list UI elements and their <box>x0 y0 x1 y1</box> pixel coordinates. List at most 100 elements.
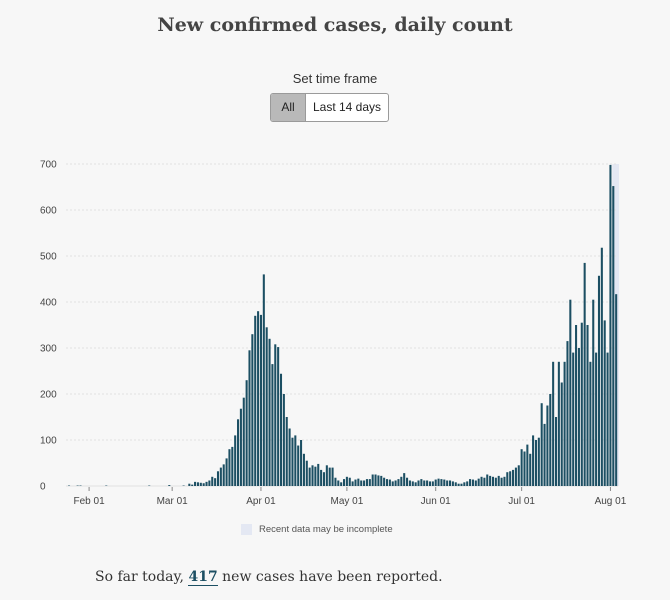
data-bar <box>208 480 211 486</box>
x-tick-label: May 01 <box>330 496 363 507</box>
data-bar <box>374 474 377 486</box>
data-bar <box>242 397 245 486</box>
data-bar <box>237 419 240 486</box>
data-bar <box>168 485 171 486</box>
y-tick-label: 100 <box>40 436 57 447</box>
data-bar <box>245 380 248 486</box>
data-bar <box>546 405 549 486</box>
data-bar <box>403 473 406 486</box>
chart-title: New confirmed cases, daily count <box>157 14 513 36</box>
data-bar <box>205 481 208 486</box>
data-bar <box>194 481 197 486</box>
data-bar <box>560 382 563 486</box>
x-tick-label: Jul 01 <box>508 496 535 507</box>
data-bar <box>400 476 403 486</box>
data-bar <box>595 352 598 486</box>
data-bar <box>597 275 601 486</box>
legend-incomplete-label: Recent data may be incomplete <box>259 524 393 535</box>
data-bar <box>471 479 474 486</box>
data-bar <box>483 477 486 486</box>
today-cases-value[interactable]: 417 <box>188 569 218 586</box>
data-bar <box>423 480 426 486</box>
data-bar <box>554 417 558 486</box>
data-bar <box>325 465 328 486</box>
data-bar <box>259 314 262 486</box>
data-bar <box>506 472 509 486</box>
data-bar <box>265 327 268 486</box>
data-bar <box>517 465 520 486</box>
data-bar <box>520 449 523 486</box>
data-bar <box>580 322 583 486</box>
time-frame-toggle: All Last 14 days <box>270 93 389 122</box>
data-bar <box>612 186 615 486</box>
data-bar <box>328 467 331 486</box>
data-bar <box>188 483 191 486</box>
time-frame-all-button[interactable]: All <box>271 94 306 121</box>
data-bar <box>460 483 463 486</box>
data-bar <box>308 467 311 486</box>
data-bar <box>345 476 348 486</box>
data-bar <box>254 315 257 486</box>
data-bar <box>512 469 515 486</box>
data-bar <box>365 479 368 486</box>
data-bar <box>231 446 234 486</box>
time-frame-last-14-days-button[interactable]: Last 14 days <box>312 100 382 114</box>
data-bar <box>514 467 517 486</box>
data-bar <box>609 164 612 487</box>
data-bar <box>437 478 440 486</box>
data-bar <box>534 440 537 486</box>
data-bar <box>225 458 228 486</box>
data-bar <box>428 481 431 486</box>
data-bar <box>314 466 317 486</box>
daily-cases-bar-chart: 0 100 200 300 400 500 600 700 Feb 01 Mar 01 Apr 01… <box>40 160 627 508</box>
data-bar <box>557 361 560 486</box>
data-bar <box>294 435 297 486</box>
data-bar <box>331 467 334 486</box>
data-bar <box>305 460 308 486</box>
data-bar <box>434 479 437 486</box>
data-bar <box>300 440 303 486</box>
data-bar <box>563 361 566 486</box>
data-bar <box>297 445 300 486</box>
data-bar <box>274 344 277 486</box>
data-bar <box>279 373 283 486</box>
data-bar <box>285 417 288 486</box>
data-bar <box>222 464 225 486</box>
y-tick-label: 600 <box>40 206 57 217</box>
data-bar <box>592 299 595 486</box>
data-bar <box>589 361 592 486</box>
data-bar <box>529 453 532 486</box>
data-bar <box>320 469 323 486</box>
data-bar <box>291 437 294 486</box>
data-bar <box>420 479 423 486</box>
data-bar <box>311 465 314 486</box>
data-bar <box>214 478 217 486</box>
data-bar <box>552 361 555 486</box>
data-bar <box>340 482 343 486</box>
data-bar <box>385 479 389 486</box>
data-bar <box>302 453 305 486</box>
data-bar <box>394 480 397 486</box>
time-frame-label: Set time frame <box>292 71 378 86</box>
data-bar <box>440 479 443 486</box>
data-bar <box>451 481 454 486</box>
summary-prefix: So far today, <box>95 569 185 585</box>
data-bar <box>537 437 540 486</box>
data-bar <box>486 474 489 486</box>
data-bar <box>577 348 580 486</box>
data-bar <box>543 423 546 486</box>
data-bar <box>191 484 194 486</box>
data-bar <box>540 403 543 486</box>
y-tick-label: 500 <box>40 252 57 263</box>
data-bar <box>234 435 237 486</box>
data-bar <box>489 475 492 486</box>
data-bar <box>397 479 400 486</box>
data-bar <box>211 476 214 486</box>
data-bar <box>606 352 609 486</box>
data-bar <box>351 481 354 486</box>
data-bar <box>268 338 271 486</box>
data-bar <box>583 262 586 486</box>
data-bar <box>354 479 357 486</box>
data-bar <box>368 479 371 486</box>
data-bar <box>360 480 363 486</box>
